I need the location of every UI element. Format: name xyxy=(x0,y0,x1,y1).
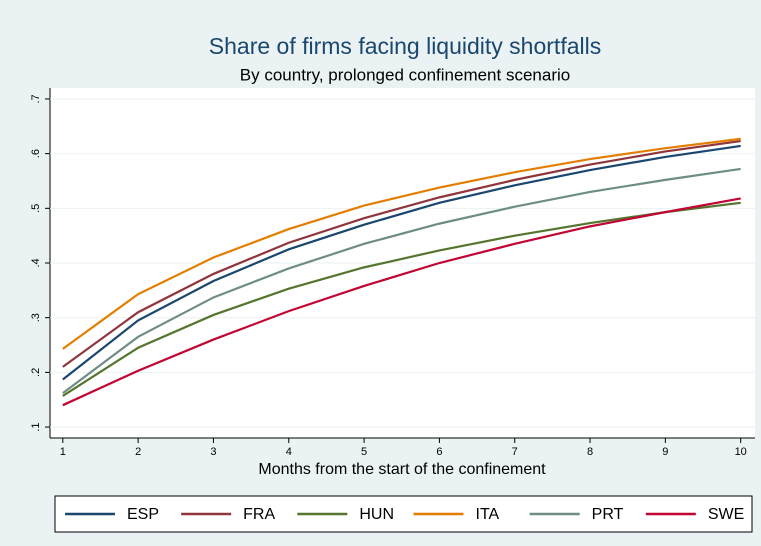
x-tick-label: 8 xyxy=(587,446,593,458)
series-line xyxy=(62,167,741,395)
x-tick-label: 4 xyxy=(286,446,292,458)
series-line xyxy=(62,201,741,397)
legend-label: ITA xyxy=(476,506,500,523)
series-line xyxy=(62,144,741,381)
x-tick-label: 5 xyxy=(361,446,367,458)
y-tick-label: .3 xyxy=(30,313,42,322)
x-axis-label: Months from the start of the confinement xyxy=(258,461,546,478)
legend-label: ESP xyxy=(127,506,159,523)
chart-subtitle: By country, prolonged confinement scenar… xyxy=(240,65,570,84)
x-tick-label: 6 xyxy=(436,446,442,458)
y-tick-label: .7 xyxy=(30,94,42,103)
x-tick-label: 1 xyxy=(60,446,66,458)
legend-label: SWE xyxy=(708,506,744,523)
x-tick-label: 7 xyxy=(512,446,518,458)
series-line xyxy=(62,197,741,407)
x-tick-label: 9 xyxy=(662,446,668,458)
legend-label: FRA xyxy=(243,506,275,523)
y-tick-label: .4 xyxy=(30,258,42,267)
series-line xyxy=(62,139,741,368)
x-tick-label: 10 xyxy=(735,446,747,458)
x-tick-label: 3 xyxy=(210,446,216,458)
chart-title: Share of firms facing liquidity shortfal… xyxy=(209,33,601,59)
y-tick-label: .1 xyxy=(30,422,42,431)
series-line xyxy=(62,137,741,350)
legend-label: PRT xyxy=(592,506,624,523)
legend-box xyxy=(54,495,753,533)
y-tick-label: .6 xyxy=(30,149,42,158)
y-tick-label: .2 xyxy=(30,368,42,377)
legend-label: HUN xyxy=(359,506,394,523)
y-tick-label: .5 xyxy=(30,204,42,213)
x-tick-label: 2 xyxy=(135,446,141,458)
